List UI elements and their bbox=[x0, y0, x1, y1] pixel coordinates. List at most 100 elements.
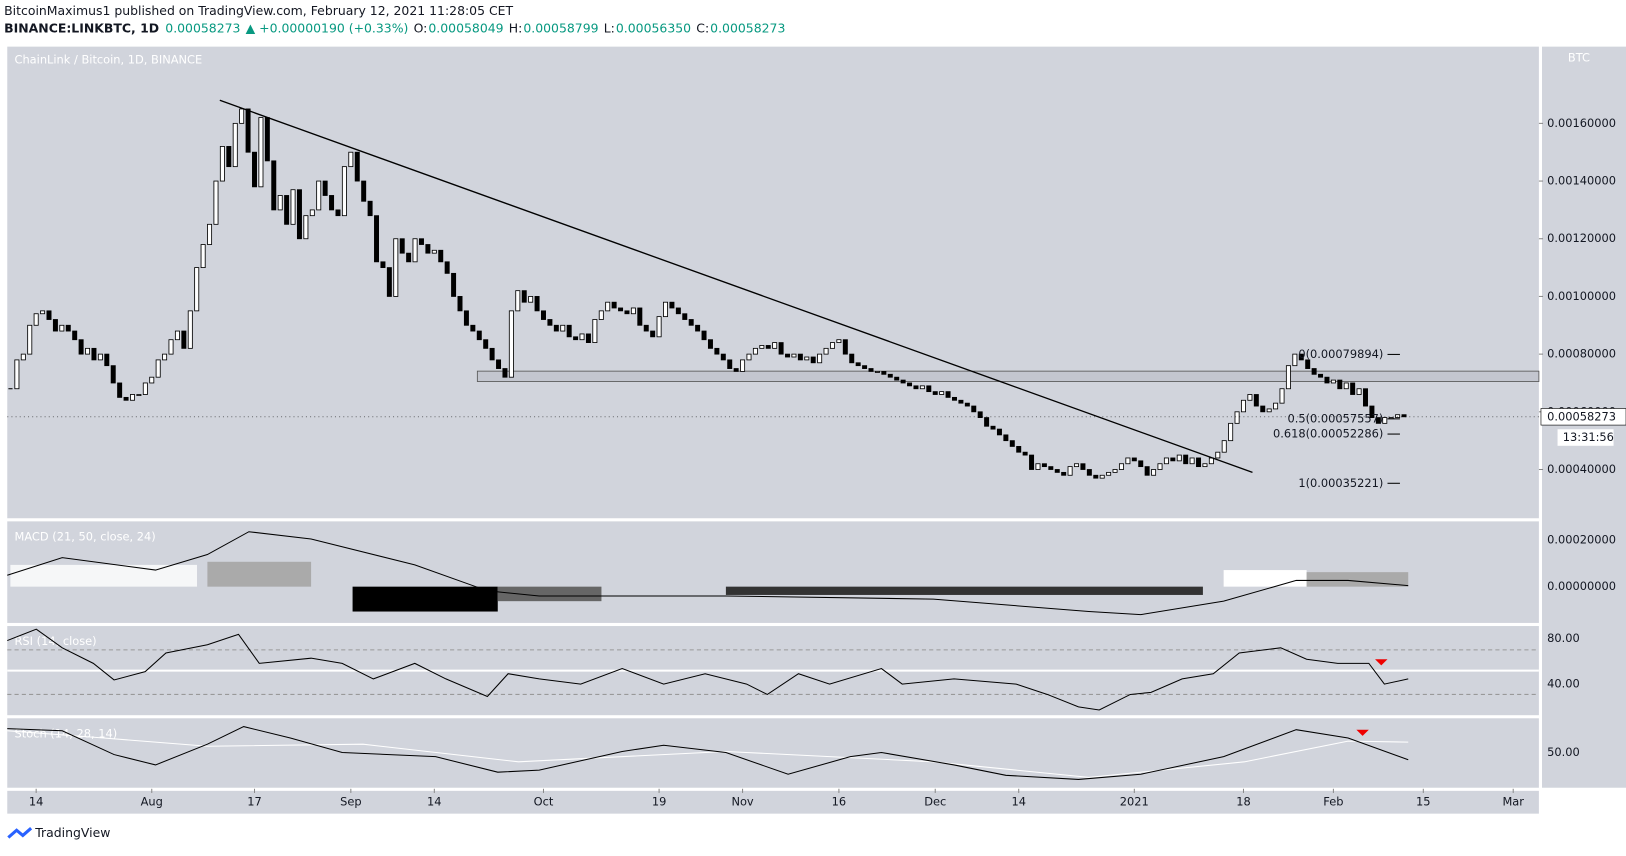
countdown: 13:31:56 bbox=[1563, 430, 1614, 444]
x-tick-label: 2021 bbox=[1120, 795, 1149, 809]
candle bbox=[27, 324, 33, 355]
candle bbox=[630, 307, 636, 315]
candle bbox=[277, 195, 283, 211]
candle bbox=[984, 417, 990, 427]
candle bbox=[1106, 471, 1112, 476]
candle bbox=[1337, 379, 1343, 390]
candle bbox=[528, 296, 534, 303]
x-tick-label: 19 bbox=[652, 795, 667, 809]
candle bbox=[329, 195, 335, 211]
candle bbox=[117, 382, 123, 398]
candle bbox=[740, 359, 746, 372]
chart-title: ChainLink / Bitcoin, 1D, BINANCE bbox=[15, 53, 203, 67]
candle bbox=[650, 330, 656, 338]
candle bbox=[733, 368, 739, 372]
candle bbox=[444, 261, 450, 274]
candle bbox=[232, 122, 238, 168]
ohlc-field: 0.00058273 bbox=[165, 21, 240, 36]
candle bbox=[1330, 379, 1336, 384]
candle bbox=[104, 353, 110, 367]
candle bbox=[939, 391, 945, 395]
candle bbox=[303, 215, 309, 240]
candle bbox=[438, 249, 444, 263]
x-tick-label: 18 bbox=[1236, 795, 1251, 809]
candle bbox=[1343, 382, 1349, 390]
candle bbox=[316, 180, 322, 211]
candle bbox=[476, 330, 482, 341]
candle bbox=[675, 307, 681, 315]
time-axis bbox=[7, 790, 1539, 814]
candle bbox=[1131, 457, 1137, 462]
x-tick-label: 17 bbox=[247, 795, 262, 809]
candles: 0(0.00079894) 0.5(0.00057557) 0.618(0.0005… bbox=[8, 99, 1540, 490]
macd-title: MACD (21, 50, close, 24) bbox=[15, 529, 156, 543]
candle bbox=[515, 290, 521, 312]
signal-arrow bbox=[1375, 659, 1388, 666]
candle bbox=[534, 296, 540, 312]
candle bbox=[322, 180, 328, 196]
candle bbox=[1202, 463, 1208, 468]
candle bbox=[547, 319, 553, 326]
brand: TradingView bbox=[34, 825, 110, 840]
stoch-signal bbox=[7, 730, 1409, 778]
ohlc-field: ▲ +0.00000190 (+0.33%) bbox=[246, 21, 409, 36]
x-tick-label: 14 bbox=[1011, 795, 1026, 809]
candle bbox=[1061, 471, 1067, 476]
candle bbox=[1401, 414, 1407, 418]
candle bbox=[598, 310, 604, 320]
footer: TradingView bbox=[7, 825, 110, 840]
candle bbox=[412, 238, 418, 263]
candle bbox=[1189, 457, 1195, 465]
candle bbox=[1086, 469, 1092, 476]
candle bbox=[1234, 411, 1240, 424]
candle bbox=[40, 310, 46, 315]
candle bbox=[663, 301, 668, 318]
x-tick-label: Dec bbox=[924, 795, 946, 809]
candle bbox=[714, 347, 720, 355]
y-tick-label: 0.00040000 bbox=[1547, 462, 1616, 476]
candle bbox=[1305, 359, 1311, 369]
candle bbox=[881, 371, 887, 375]
ohlc-field: C: bbox=[696, 21, 709, 36]
candle bbox=[110, 365, 116, 384]
candle bbox=[174, 330, 180, 341]
candle bbox=[1157, 463, 1163, 470]
candle bbox=[1176, 454, 1182, 462]
candle bbox=[245, 108, 251, 153]
candle bbox=[1029, 454, 1035, 470]
candle bbox=[1035, 463, 1041, 470]
candle bbox=[168, 339, 174, 355]
candle bbox=[1099, 474, 1105, 479]
candle bbox=[33, 313, 39, 326]
candle bbox=[592, 319, 598, 344]
candle bbox=[804, 356, 810, 361]
ohlc-field: L: bbox=[604, 21, 615, 36]
candle bbox=[1009, 440, 1015, 447]
ohlc-field: 0.00058273 bbox=[710, 21, 785, 36]
candle bbox=[817, 353, 823, 364]
candle bbox=[1041, 463, 1047, 468]
candle bbox=[457, 296, 463, 312]
fib-label: 0.618(0.00052286) bbox=[1273, 427, 1383, 441]
candle bbox=[470, 324, 476, 332]
candle bbox=[296, 189, 302, 240]
candle bbox=[129, 394, 135, 401]
candle bbox=[707, 339, 713, 349]
candle bbox=[1266, 408, 1272, 413]
y-tick-label: 0.00160000 bbox=[1547, 116, 1616, 130]
rsi-tick: 40.00 bbox=[1547, 677, 1580, 691]
candle bbox=[239, 108, 245, 124]
candle bbox=[611, 301, 617, 309]
candle bbox=[900, 379, 906, 384]
candle bbox=[489, 347, 495, 361]
candle bbox=[791, 353, 797, 358]
candle bbox=[508, 310, 514, 378]
candle bbox=[573, 336, 579, 341]
candle bbox=[1093, 474, 1099, 479]
candle bbox=[637, 307, 643, 326]
candle bbox=[264, 117, 270, 162]
candle bbox=[1016, 446, 1022, 453]
candle bbox=[1215, 451, 1221, 459]
candle bbox=[46, 310, 52, 320]
